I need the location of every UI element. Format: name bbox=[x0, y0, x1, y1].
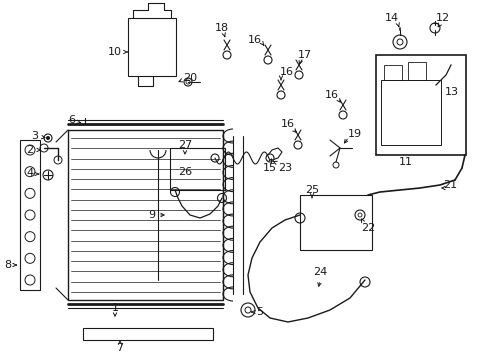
Text: 12: 12 bbox=[435, 13, 449, 23]
Bar bbox=[407, 62, 425, 80]
Text: 17: 17 bbox=[297, 50, 311, 60]
Text: 2: 2 bbox=[26, 145, 34, 155]
Bar bbox=[383, 65, 401, 80]
Bar bbox=[380, 80, 440, 145]
Text: 15: 15 bbox=[263, 163, 276, 173]
Bar bbox=[68, 130, 223, 300]
Bar bbox=[83, 328, 213, 340]
Text: 6: 6 bbox=[68, 115, 75, 125]
Bar bbox=[375, 55, 465, 155]
Text: 21: 21 bbox=[442, 180, 456, 190]
Text: 24: 24 bbox=[312, 267, 326, 277]
Text: 19: 19 bbox=[347, 129, 361, 139]
Bar bbox=[20, 140, 40, 290]
Text: 5: 5 bbox=[256, 307, 263, 317]
Text: 11: 11 bbox=[398, 157, 412, 167]
Bar bbox=[170, 148, 224, 190]
Text: 7: 7 bbox=[116, 343, 123, 353]
Text: 14: 14 bbox=[384, 13, 398, 23]
Text: 10: 10 bbox=[108, 47, 122, 57]
Text: 9: 9 bbox=[148, 210, 155, 220]
Text: 16: 16 bbox=[325, 90, 338, 100]
Text: 26: 26 bbox=[178, 167, 192, 177]
Text: 8: 8 bbox=[4, 260, 12, 270]
Text: 25: 25 bbox=[305, 185, 318, 195]
Bar bbox=[299, 195, 371, 250]
Text: 16: 16 bbox=[281, 119, 294, 129]
Text: 27: 27 bbox=[178, 140, 192, 150]
Text: 3: 3 bbox=[31, 131, 39, 141]
Bar bbox=[128, 18, 176, 76]
Text: 22: 22 bbox=[360, 223, 374, 233]
Text: 20: 20 bbox=[183, 73, 197, 83]
Text: 16: 16 bbox=[280, 67, 293, 77]
Text: 4: 4 bbox=[26, 168, 34, 178]
Text: 18: 18 bbox=[215, 23, 228, 33]
Text: 23: 23 bbox=[277, 163, 291, 173]
Text: 1: 1 bbox=[111, 303, 118, 313]
Circle shape bbox=[46, 136, 49, 139]
Text: 16: 16 bbox=[247, 35, 262, 45]
Text: 13: 13 bbox=[444, 87, 458, 97]
